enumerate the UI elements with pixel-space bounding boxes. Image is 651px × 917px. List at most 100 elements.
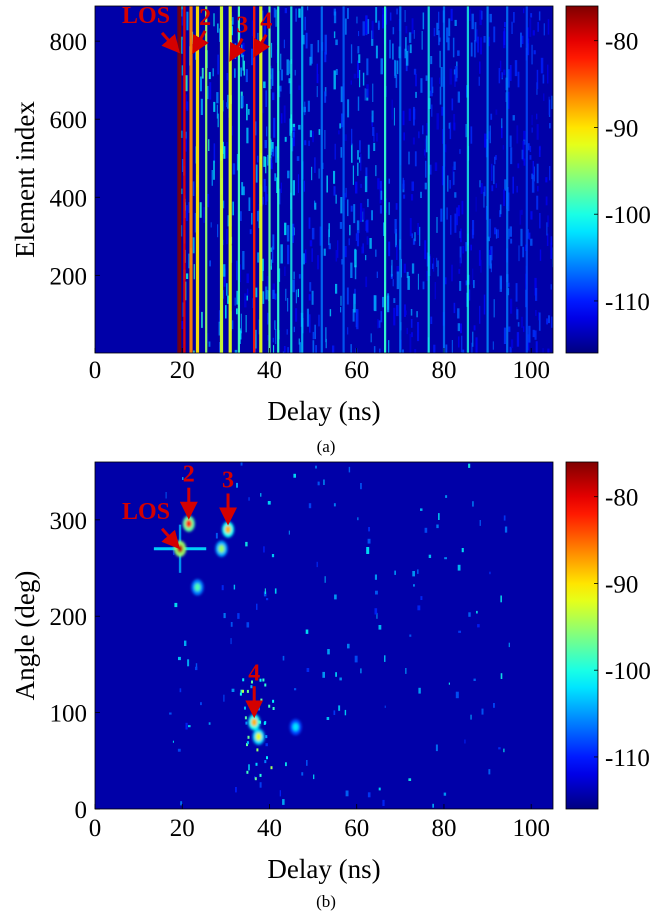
noise-speckle (182, 39, 184, 53)
noise-speckle (495, 229, 498, 239)
noise-speckle (401, 349, 404, 353)
heatmap-speckle (323, 479, 325, 485)
heatmap-band (506, 6, 509, 353)
heatmap-speckle (479, 520, 481, 526)
noise-speckle (245, 69, 248, 83)
noise-speckle (272, 337, 274, 343)
noise-speckle (512, 115, 515, 121)
noise-speckle (438, 30, 440, 46)
noise-speckle (184, 138, 187, 152)
noise-speckle (298, 338, 300, 345)
noise-speckle (333, 170, 336, 184)
heatmap-speckle (306, 760, 308, 766)
y-tick-label: 800 (50, 29, 88, 56)
noise-speckle (312, 331, 315, 340)
colorbar-tick-label: -80 (605, 485, 638, 512)
noise-speckle (265, 186, 267, 205)
noise-speckle (289, 60, 291, 74)
noise-speckle (261, 10, 264, 21)
noise-speckle (263, 156, 266, 167)
colorbar-tick-label: -80 (605, 29, 638, 56)
noise-speckle (374, 295, 377, 312)
heatmap-speckle (448, 682, 450, 685)
noise-speckle (365, 255, 367, 261)
heatmap-speckle (285, 762, 287, 767)
x-tick-label: 100 (512, 815, 550, 842)
noise-speckle (404, 10, 406, 23)
noise-speckle (402, 180, 405, 190)
noise-speckle (413, 106, 415, 126)
noise-speckle (273, 117, 276, 138)
heatmap-speckle (481, 708, 484, 715)
heatmap-speckle (347, 643, 350, 649)
noise-speckle (493, 26, 496, 43)
noise-speckle (529, 18, 532, 37)
heatmap-speckle (239, 692, 242, 696)
noise-speckle (257, 210, 260, 222)
noise-speckle (475, 29, 478, 44)
noise-speckle (264, 140, 267, 149)
noise-speckle (409, 44, 412, 54)
noise-speckle (490, 246, 493, 261)
heatmap-speckle (333, 710, 336, 715)
colorbar-tick-label: -110 (605, 745, 650, 772)
noise-speckle (371, 110, 374, 123)
noise-speckle (366, 236, 369, 245)
noise-speckle (364, 176, 368, 193)
noise-speckle (490, 113, 493, 120)
noise-speckle (431, 104, 433, 117)
noise-speckle (304, 16, 306, 31)
noise-speckle (396, 266, 399, 275)
noise-speckle (452, 37, 455, 58)
noise-speckle (434, 162, 438, 171)
noise-speckle (537, 22, 539, 32)
noise-speckle (473, 280, 475, 289)
noise-speckle (217, 113, 219, 128)
noise-speckle (333, 70, 336, 90)
noise-speckle (186, 273, 189, 279)
noise-speckle (388, 178, 390, 184)
chart-panel-b: 0 20 40 60 80 100 0 100 200 300 Delay (ns) Angle (d… (10, 461, 651, 911)
peak-core (177, 544, 184, 553)
noise-speckle (287, 298, 289, 312)
noise-speckle (367, 198, 369, 208)
noise-speckle (232, 201, 234, 216)
noise-speckle (510, 238, 513, 244)
noise-speckle (241, 95, 244, 108)
noise-speckle (388, 241, 391, 257)
heatmap-band (183, 6, 186, 353)
noise-speckle (203, 207, 205, 223)
noise-speckle (536, 113, 538, 120)
noise-speckle (451, 340, 453, 353)
noise-speckle (471, 342, 473, 353)
noise-speckle (311, 290, 314, 305)
noise-speckle (377, 319, 379, 329)
noise-speckle (314, 200, 316, 208)
noise-speckle (395, 229, 397, 248)
noise-speckle (552, 247, 553, 268)
noise-speckle (243, 60, 245, 76)
noise-speckle (292, 279, 295, 293)
noise-speckle (246, 103, 248, 121)
heatmap-speckle (317, 481, 320, 486)
noise-speckle (459, 246, 462, 264)
noise-speckle (440, 67, 443, 87)
noise-speckle (448, 122, 450, 129)
noise-speckle (270, 68, 272, 79)
y-axis-label: Angle (deg) (10, 571, 40, 701)
heatmap-speckle (242, 678, 245, 682)
noise-speckle (225, 305, 227, 319)
noise-speckle (367, 19, 370, 34)
noise-speckle (510, 339, 514, 349)
noise-speckle (444, 144, 447, 153)
noise-speckle (371, 20, 374, 39)
noise-speckle (341, 259, 343, 265)
noise-speckle (503, 327, 506, 344)
noise-speckle (311, 166, 313, 181)
heatmap-speckle (461, 548, 464, 553)
noise-speckle (285, 288, 287, 301)
noise-speckle (242, 186, 245, 196)
noise-speckle (298, 8, 301, 18)
noise-speckle (457, 308, 460, 319)
noise-speckle (206, 193, 210, 208)
